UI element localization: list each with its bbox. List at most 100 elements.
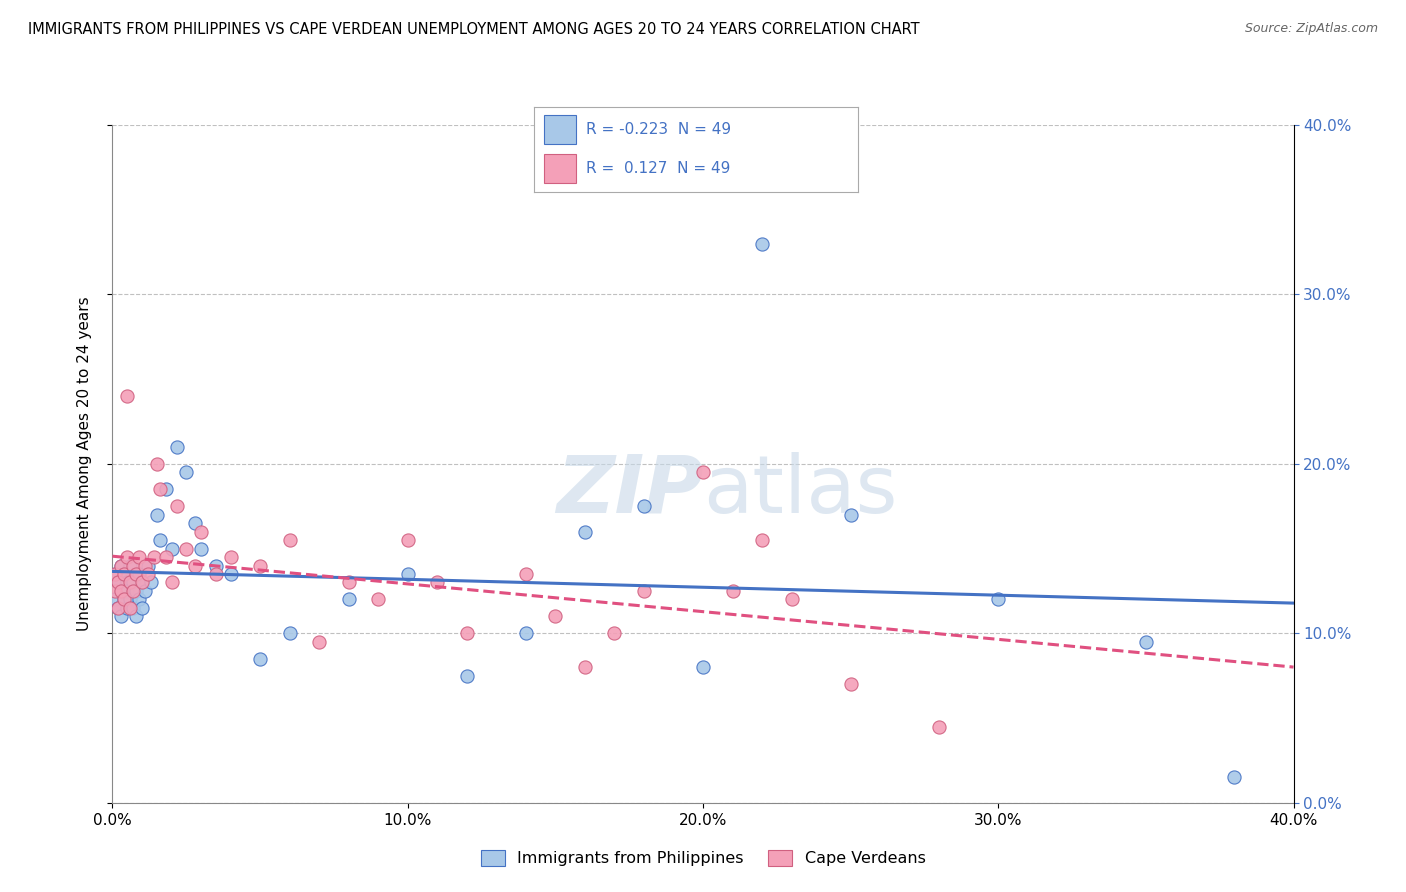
- Point: [104, 567, 127, 582]
- Point: [110, 558, 132, 573]
- Text: ZIP: ZIP: [555, 452, 703, 530]
- Bar: [544, 153, 576, 183]
- Point: [205, 567, 228, 582]
- Point: [574, 660, 596, 674]
- Point: [337, 575, 360, 590]
- Point: [308, 635, 330, 649]
- Text: IMMIGRANTS FROM PHILIPPINES VS CAPE VERDEAN UNEMPLOYMENT AMONG AGES 20 TO 24 YEA: IMMIGRANTS FROM PHILIPPINES VS CAPE VERD…: [28, 22, 920, 37]
- Point: [249, 651, 271, 665]
- Legend: Immigrants from Philippines, Cape Verdeans: Immigrants from Philippines, Cape Verdea…: [474, 844, 932, 872]
- Point: [120, 575, 142, 590]
- Point: [633, 500, 655, 514]
- Point: [160, 575, 183, 590]
- Point: [515, 567, 537, 582]
- Point: [110, 584, 132, 599]
- Text: R =  0.127  N = 49: R = 0.127 N = 49: [586, 161, 730, 176]
- Point: [131, 575, 153, 590]
- Point: [278, 533, 301, 548]
- Point: [219, 549, 242, 565]
- Point: [278, 626, 301, 640]
- Point: [122, 558, 145, 573]
- Point: [125, 584, 148, 599]
- Point: [112, 592, 135, 607]
- Point: [184, 516, 207, 530]
- Bar: [544, 115, 576, 145]
- Point: [134, 584, 156, 599]
- Point: [122, 584, 145, 599]
- Point: [117, 549, 138, 565]
- Point: [780, 592, 803, 607]
- Point: [120, 558, 142, 573]
- Point: [107, 575, 129, 590]
- Point: [107, 601, 129, 615]
- Point: [367, 592, 389, 607]
- Point: [426, 575, 449, 590]
- Point: [249, 558, 271, 573]
- Point: [125, 567, 148, 582]
- Point: [574, 524, 596, 539]
- Point: [721, 584, 744, 599]
- Point: [692, 466, 714, 480]
- Point: [107, 575, 129, 590]
- Point: [112, 567, 135, 582]
- Point: [155, 483, 177, 497]
- Point: [456, 669, 478, 683]
- Point: [751, 533, 773, 548]
- Point: [166, 440, 188, 454]
- Point: [125, 609, 148, 624]
- Point: [131, 601, 153, 615]
- Point: [128, 549, 150, 565]
- Point: [122, 601, 145, 615]
- Point: [142, 549, 165, 565]
- Point: [104, 584, 127, 599]
- Y-axis label: Unemployment Among Ages 20 to 24 years: Unemployment Among Ages 20 to 24 years: [77, 296, 91, 632]
- Point: [110, 558, 132, 573]
- Point: [515, 626, 537, 640]
- Point: [107, 601, 129, 615]
- Point: [160, 541, 183, 556]
- Text: R = -0.223  N = 49: R = -0.223 N = 49: [586, 122, 731, 137]
- Point: [166, 500, 188, 514]
- Point: [117, 575, 138, 590]
- Text: Source: ZipAtlas.com: Source: ZipAtlas.com: [1244, 22, 1378, 36]
- Point: [928, 719, 950, 733]
- Point: [112, 592, 135, 607]
- Point: [174, 466, 197, 480]
- Point: [205, 558, 228, 573]
- Point: [396, 567, 419, 582]
- Text: atlas: atlas: [703, 452, 897, 530]
- Point: [110, 584, 132, 599]
- Point: [117, 389, 138, 403]
- Point: [139, 575, 162, 590]
- Point: [122, 575, 145, 590]
- Point: [131, 575, 153, 590]
- Point: [1135, 635, 1157, 649]
- Point: [110, 609, 132, 624]
- Point: [184, 558, 207, 573]
- Point: [174, 541, 197, 556]
- Point: [128, 592, 150, 607]
- Point: [219, 567, 242, 582]
- Point: [146, 457, 169, 471]
- Point: [117, 601, 138, 615]
- Point: [134, 558, 156, 573]
- Point: [603, 626, 626, 640]
- Point: [456, 626, 478, 640]
- Point: [839, 508, 862, 522]
- Point: [149, 483, 172, 497]
- Point: [190, 541, 212, 556]
- Point: [149, 533, 172, 548]
- Point: [155, 549, 177, 565]
- Point: [839, 677, 862, 691]
- Point: [112, 567, 135, 582]
- Point: [104, 592, 127, 607]
- Point: [396, 533, 419, 548]
- Point: [544, 609, 567, 624]
- Point: [751, 236, 773, 251]
- Point: [104, 567, 127, 582]
- Point: [136, 567, 159, 582]
- Point: [117, 584, 138, 599]
- Point: [136, 558, 159, 573]
- Point: [337, 592, 360, 607]
- Point: [190, 524, 212, 539]
